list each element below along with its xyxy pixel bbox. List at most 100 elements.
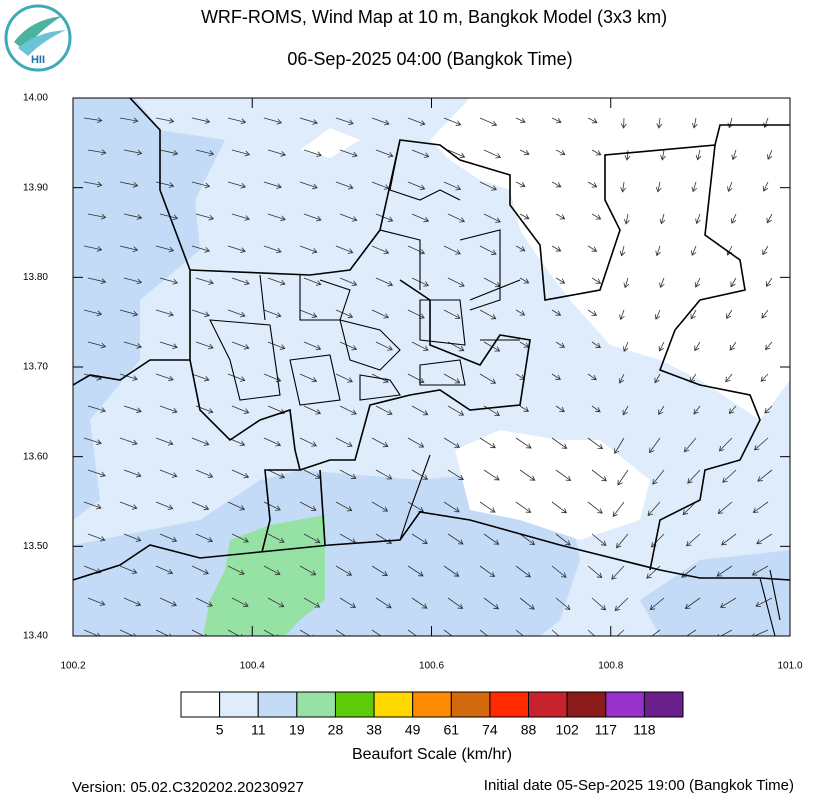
- wind-arrow: [159, 533, 178, 543]
- wind-arrow: [555, 149, 566, 156]
- wind-arrow: [267, 533, 285, 543]
- y-tick-label: 13.90: [23, 182, 48, 193]
- wind-arrow: [619, 245, 626, 257]
- wind-arrow: [515, 181, 526, 188]
- wind-arrow: [303, 533, 321, 544]
- wind-arrow: [375, 213, 394, 222]
- wind-arrow: [155, 181, 175, 188]
- wind-arrow: [119, 629, 136, 636]
- wind-arrow: [591, 213, 602, 220]
- wind-arrow: [483, 533, 500, 545]
- wind-arrow: [267, 341, 286, 350]
- wind-arrow: [411, 405, 429, 416]
- wind-arrow: [195, 533, 214, 543]
- wind-arrow: [159, 469, 178, 478]
- x-tick-label: 100.2: [60, 661, 85, 672]
- colorbar-label: 102: [555, 722, 579, 738]
- wind-arrow: [335, 629, 350, 636]
- wind-arrow: [695, 149, 702, 161]
- wind-arrow: [725, 373, 733, 383]
- wind-arrow: [587, 565, 603, 579]
- province-boundary: [299, 279, 531, 471]
- wind-arrow: [119, 373, 138, 381]
- province-boundary: [319, 469, 326, 546]
- wind-arrow: [762, 245, 769, 256]
- title: WRF-ROMS, Wind Map at 10 m, Bangkok Mode…: [201, 7, 667, 27]
- wind-arrow: [660, 149, 666, 161]
- wind-arrow: [515, 117, 526, 124]
- wind-arrow: [263, 437, 282, 447]
- wind-arrow: [555, 277, 566, 284]
- wind-arrow: [728, 405, 737, 415]
- wind-arrow: [443, 501, 460, 513]
- wind-arrow: [551, 117, 562, 124]
- province-boundary: [649, 144, 761, 571]
- colorbar-swatch: [528, 691, 568, 718]
- colorbar-label: 118: [633, 722, 656, 738]
- wind-arrow: [551, 245, 562, 252]
- wind-fill: [203, 515, 325, 636]
- wind-arrow: [335, 437, 353, 447]
- wind-arrow: [551, 565, 567, 578]
- wind-arrow: [649, 437, 661, 454]
- wind-arrow: [620, 181, 627, 193]
- y-tick-label: 13.80: [23, 272, 48, 283]
- colorbar-label: 5: [216, 722, 224, 738]
- wind-arrow: [694, 277, 701, 288]
- wind-arrow: [447, 277, 465, 287]
- wind-arrow: [447, 405, 465, 416]
- wind-arrow: [407, 309, 425, 319]
- wind-arrow: [479, 309, 497, 320]
- wind-arrow: [155, 309, 174, 317]
- wind-arrow: [371, 117, 390, 126]
- wind-arrow: [339, 277, 358, 287]
- wind-arrow: [551, 437, 568, 449]
- colorbar-swatch: [219, 691, 259, 718]
- wind-arrow: [375, 597, 392, 609]
- wind-arrow: [263, 565, 281, 576]
- wind-arrow: [87, 149, 107, 156]
- wind-arrow: [123, 405, 142, 414]
- wind-arrow: [766, 213, 773, 224]
- wind-fill: [73, 98, 225, 520]
- wind-arrow: [623, 277, 630, 289]
- logo-leaf: [18, 30, 66, 56]
- wind-arrow: [155, 565, 174, 575]
- wind-arrow: [591, 149, 602, 156]
- wind-arrow: [684, 597, 701, 609]
- wind-arrow: [303, 277, 322, 286]
- wind-arrow: [682, 629, 697, 636]
- wind-fill: [300, 128, 360, 158]
- wind-arrow: [726, 309, 733, 320]
- wind-arrow: [159, 149, 179, 156]
- wind-arrow: [658, 341, 665, 352]
- wind-arrow: [685, 533, 701, 547]
- wind-arrow: [83, 501, 102, 510]
- wind-arrow: [159, 341, 178, 349]
- wind-arrow: [614, 437, 625, 455]
- wind-arrow: [624, 149, 631, 161]
- wind-arrow: [299, 501, 317, 512]
- wind-arrow: [119, 565, 138, 575]
- wind-arrow: [614, 597, 629, 612]
- wind-arrow: [231, 213, 250, 221]
- wind-arrow: [87, 597, 106, 606]
- wind-arrow: [647, 501, 661, 517]
- wind-arrow: [519, 533, 536, 546]
- wind-arrow: [303, 597, 321, 608]
- wind-arrow: [335, 501, 353, 512]
- wind-arrow: [159, 277, 179, 285]
- wind-arrow: [619, 309, 625, 321]
- wind-arrow: [195, 341, 214, 350]
- wind-arrow: [611, 565, 625, 580]
- wind-arrow: [515, 245, 526, 252]
- colorbar-label: 49: [405, 722, 421, 738]
- wind-arrow: [231, 341, 250, 350]
- wind-arrow: [335, 245, 354, 254]
- wind-arrow: [335, 565, 353, 576]
- wind-arrow: [519, 405, 530, 412]
- wind-arrow: [371, 245, 390, 255]
- wind-arrow: [339, 341, 358, 351]
- wind-arrow: [479, 373, 497, 384]
- wind-arrow: [335, 181, 354, 190]
